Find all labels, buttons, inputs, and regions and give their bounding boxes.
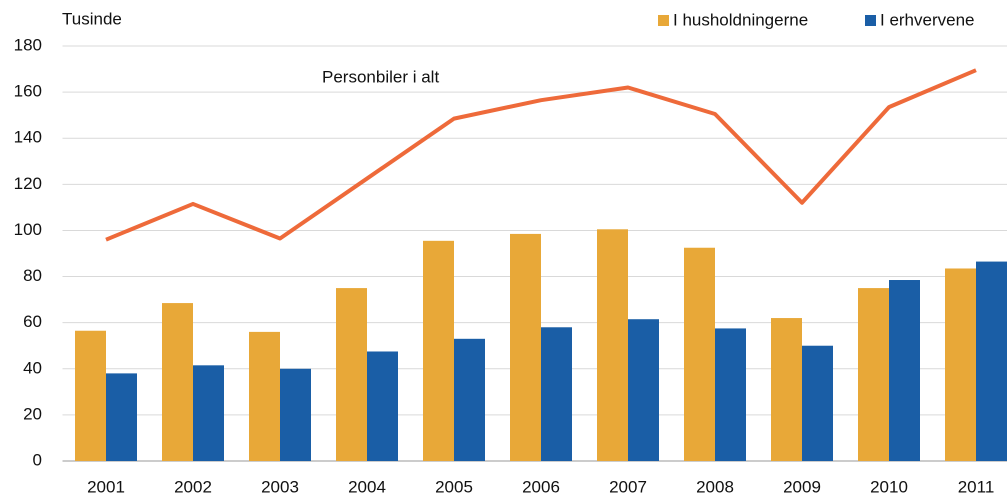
bar	[75, 330, 106, 461]
bar	[889, 280, 920, 461]
y-tick-label: 60	[23, 312, 42, 331]
bar	[541, 327, 572, 461]
bar	[193, 365, 224, 461]
x-tick-label: 2005	[435, 477, 473, 496]
legend-swatch	[658, 15, 669, 26]
line-label: Personbiler i alt	[322, 67, 439, 86]
legend-label: I erhvervene	[880, 10, 975, 29]
y-tick-label: 40	[23, 358, 42, 377]
bar	[976, 261, 1007, 461]
bar	[597, 229, 628, 461]
bar	[336, 288, 367, 461]
bar	[802, 345, 833, 461]
legend-label: I husholdningerne	[673, 10, 808, 29]
x-tick-label: 2001	[87, 477, 125, 496]
y-tick-label: 140	[14, 128, 42, 147]
y-tick-label: 0	[33, 450, 42, 469]
x-tick-label: 2006	[522, 477, 560, 496]
line	[105, 68, 977, 242]
y-tick-label: 120	[14, 174, 42, 193]
y-axis-label: Tusinde	[62, 9, 122, 28]
x-tick-label: 2002	[174, 477, 212, 496]
bar	[454, 338, 485, 461]
y-tick-label: 180	[14, 35, 42, 54]
y-tick-label: 20	[23, 404, 42, 423]
y-tick-label: 80	[23, 266, 42, 285]
x-tick-label: 2004	[348, 477, 386, 496]
bar	[858, 288, 889, 461]
bar	[280, 368, 311, 461]
bar	[106, 373, 137, 461]
x-tick-label: 2011	[958, 477, 995, 496]
bar	[771, 318, 802, 461]
x-tick-label: 2010	[870, 477, 908, 496]
y-tick-label: 160	[14, 82, 42, 101]
bar	[945, 268, 976, 461]
y-tick-label: 100	[14, 220, 42, 239]
bar	[684, 247, 715, 461]
bar	[423, 240, 454, 461]
bar	[715, 328, 746, 461]
bar	[628, 319, 659, 461]
x-tick-label: 2008	[696, 477, 734, 496]
bar	[249, 331, 280, 461]
x-tick-label: 2007	[609, 477, 647, 496]
bar	[510, 233, 541, 461]
bar	[367, 351, 398, 461]
legend-swatch	[865, 15, 876, 26]
bar	[162, 303, 193, 461]
x-tick-label: 2003	[261, 477, 299, 496]
x-tick-label: 2009	[783, 477, 821, 496]
